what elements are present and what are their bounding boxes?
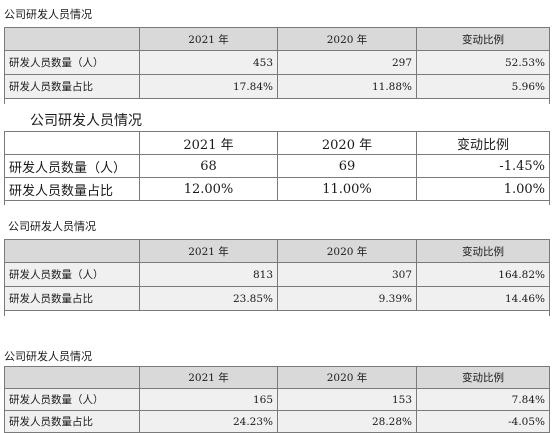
header-cell: 变动比例 bbox=[416, 131, 550, 155]
rd-staff-section-4: 公司研发人员情况 2021 年 2020 年 变动比例 研发人员数量（人） 16… bbox=[0, 338, 553, 433]
table-cell: 307 bbox=[277, 262, 417, 287]
table-cell: 23.85% bbox=[139, 286, 278, 311]
table-cell: 17.84% bbox=[139, 74, 278, 99]
row-label: 研发人员数量占比 bbox=[4, 74, 140, 99]
table-row: 研发人员数量（人） 68 69 -1.45% bbox=[4, 154, 550, 178]
table-row: 研发人员数量占比 12.00% 11.00% 1.00% bbox=[4, 177, 550, 201]
header-cell bbox=[4, 131, 140, 155]
header-cell bbox=[4, 366, 140, 389]
header-cell: 2021 年 bbox=[139, 131, 278, 155]
row-label: 研发人员数量占比 bbox=[4, 286, 140, 311]
table-cell: 11.00% bbox=[277, 177, 417, 201]
header-cell: 变动比例 bbox=[416, 27, 550, 51]
header-cell: 2020 年 bbox=[277, 239, 417, 263]
header-cell: 2020 年 bbox=[277, 27, 417, 51]
table-cell: 297 bbox=[277, 50, 417, 75]
table-continuation bbox=[4, 310, 550, 316]
table-row: 研发人员数量（人） 453 297 52.53% bbox=[4, 50, 550, 75]
table-cell: -1.45% bbox=[416, 154, 550, 178]
section-title: 公司研发人员情况 bbox=[30, 113, 142, 129]
table-cell: 7.84% bbox=[416, 388, 550, 411]
row-label: 研发人员数量（人） bbox=[4, 262, 140, 287]
header-cell: 变动比例 bbox=[416, 366, 550, 389]
header-cell bbox=[4, 27, 140, 51]
table-cell: 453 bbox=[139, 50, 278, 75]
table-cell: 68 bbox=[139, 154, 278, 178]
table-header-row: 2021 年 2020 年 变动比例 bbox=[4, 131, 550, 155]
header-cell: 2020 年 bbox=[277, 131, 417, 155]
table-cell: 813 bbox=[139, 262, 278, 287]
table-row: 研发人员数量占比 24.23% 28.28% -4.05% bbox=[4, 410, 550, 433]
table-row: 研发人员数量（人） 165 153 7.84% bbox=[4, 388, 550, 411]
table-cell: -4.05% bbox=[416, 410, 550, 433]
table-cell: 28.28% bbox=[277, 410, 417, 433]
table-row: 研发人员数量占比 17.84% 11.88% 5.96% bbox=[4, 74, 550, 99]
rd-staff-section-1: 公司研发人员情况 2021 年 2020 年 变动比例 研发人员数量（人） 45… bbox=[0, 0, 553, 104]
header-cell: 变动比例 bbox=[416, 239, 550, 263]
table-cell: 14.46% bbox=[416, 286, 550, 311]
table-header-row: 2021 年 2020 年 变动比例 bbox=[4, 366, 550, 389]
table-header-row: 2021 年 2020 年 变动比例 bbox=[4, 27, 550, 51]
row-label: 研发人员数量占比 bbox=[4, 177, 140, 201]
table-row: 研发人员数量（人） 813 307 164.82% bbox=[4, 262, 550, 287]
rd-staff-table: 2021 年 2020 年 变动比例 研发人员数量（人） 813 307 164… bbox=[4, 239, 550, 311]
table-cell: 24.23% bbox=[139, 410, 278, 433]
header-cell: 2021 年 bbox=[139, 239, 278, 263]
row-label: 研发人员数量（人） bbox=[4, 154, 140, 178]
table-continuation bbox=[4, 200, 550, 205]
row-label: 研发人员数量（人） bbox=[4, 388, 140, 411]
header-cell: 2021 年 bbox=[139, 366, 278, 389]
rd-staff-table: 2021 年 2020 年 变动比例 研发人员数量（人） 165 153 7.8… bbox=[4, 366, 550, 433]
section-title: 公司研发人员情况 bbox=[4, 350, 92, 363]
table-continuation bbox=[4, 98, 550, 104]
table-cell: 5.96% bbox=[416, 74, 550, 99]
table-cell: 9.39% bbox=[277, 286, 417, 311]
row-label: 研发人员数量占比 bbox=[4, 410, 140, 433]
table-cell: 164.82% bbox=[416, 262, 550, 287]
section-title: 公司研发人员情况 bbox=[4, 8, 92, 21]
header-cell: 2021 年 bbox=[139, 27, 278, 51]
table-cell: 52.53% bbox=[416, 50, 550, 75]
table-header-row: 2021 年 2020 年 变动比例 bbox=[4, 239, 550, 263]
row-label: 研发人员数量（人） bbox=[4, 50, 140, 75]
section-title: 公司研发人员情况 bbox=[8, 220, 96, 233]
rd-staff-section-3: 公司研发人员情况 2021 年 2020 年 变动比例 研发人员数量（人） 81… bbox=[0, 205, 553, 345]
table-cell: 1.00% bbox=[416, 177, 550, 201]
table-cell: 69 bbox=[277, 154, 417, 178]
rd-staff-section-2: 公司研发人员情况 2021 年 2020 年 变动比例 研发人员数量（人） 68… bbox=[0, 104, 553, 205]
header-cell bbox=[4, 239, 140, 263]
table-cell: 153 bbox=[277, 388, 417, 411]
header-cell: 2020 年 bbox=[277, 366, 417, 389]
table-row: 研发人员数量占比 23.85% 9.39% 14.46% bbox=[4, 286, 550, 311]
table-cell: 11.88% bbox=[277, 74, 417, 99]
rd-staff-table: 2021 年 2020 年 变动比例 研发人员数量（人） 68 69 -1.45… bbox=[4, 131, 550, 201]
table-cell: 165 bbox=[139, 388, 278, 411]
table-cell: 12.00% bbox=[139, 177, 278, 201]
rd-staff-table: 2021 年 2020 年 变动比例 研发人员数量（人） 453 297 52.… bbox=[4, 27, 550, 99]
